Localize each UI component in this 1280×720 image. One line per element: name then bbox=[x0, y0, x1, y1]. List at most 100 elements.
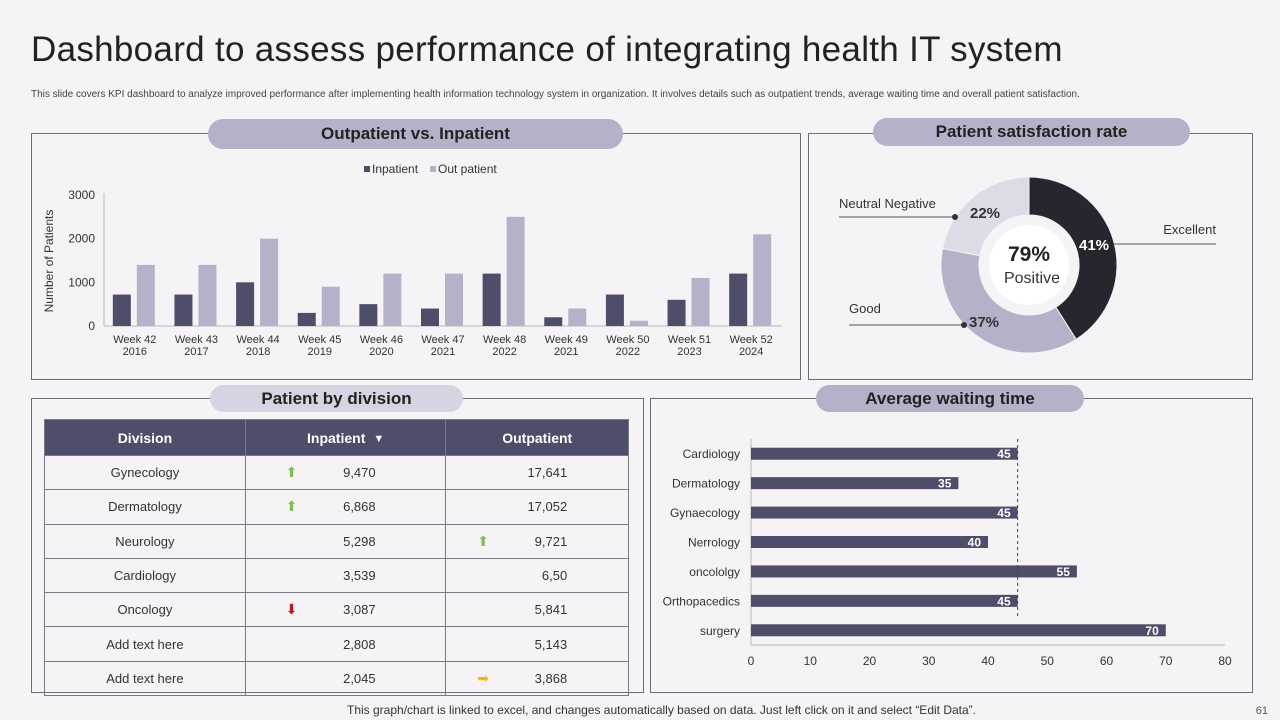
donut-center-value: 79% bbox=[1008, 243, 1050, 266]
inpatient-cell-wrap: 2,045 bbox=[316, 671, 376, 686]
inpatient-cell-wrap: 3,539 bbox=[316, 568, 376, 583]
outpatient-cell-value: 17,641 bbox=[527, 465, 568, 481]
hbar-category-label: Dermatology bbox=[672, 477, 740, 491]
division-table: Division Inpatient ▼ Outpatient Gynecolog… bbox=[44, 419, 629, 697]
donut-center bbox=[989, 225, 1069, 305]
bar-out-patient bbox=[506, 216, 525, 326]
x-tick-label-year: 2020 bbox=[369, 346, 393, 358]
waiting-panel-title: Average waiting time bbox=[816, 385, 1084, 412]
up-arrow-icon: ⬆ bbox=[285, 498, 298, 515]
hbar-gynaecology bbox=[751, 506, 1018, 519]
x-tick-label: Week 52 bbox=[730, 334, 773, 346]
x-tick-label-year: 2023 bbox=[677, 346, 701, 358]
hbar-category-label: Gynaecology bbox=[670, 506, 740, 520]
hbar-nerrology bbox=[751, 536, 988, 548]
hbar-cardiology bbox=[751, 447, 1018, 460]
chart-legend: Inpatient Out patient bbox=[364, 162, 497, 176]
inpatient-cell-wrap: 2,808 bbox=[316, 637, 376, 652]
hbar-value-label: 35 bbox=[938, 477, 952, 491]
bar-inpatient bbox=[236, 282, 255, 326]
hbar-category-label: surgery bbox=[700, 624, 740, 638]
satisfaction-donut-chart[interactable]: 79% Positive 41% 37% 22% Excellent Neutral Neg… bbox=[809, 148, 1250, 376]
table-row: Neurology 5,298 ⬆ 9,721 bbox=[44, 523, 629, 559]
outpatient-cell: 6,50 bbox=[445, 557, 629, 594]
legend-label-inpatient: Inpatient bbox=[372, 162, 419, 176]
table-row: Oncology ⬇ 3,087 5,841 bbox=[44, 592, 629, 628]
x-tick-label: 0 bbox=[748, 654, 755, 668]
donut-value-label-excellent: 41% bbox=[1079, 237, 1109, 254]
x-tick-label: Week 46 bbox=[360, 334, 403, 346]
x-tick-label: Week 50 bbox=[606, 334, 649, 346]
x-tick-label-year: 2024 bbox=[739, 346, 763, 358]
bar-out-patient bbox=[136, 264, 155, 326]
up-arrow-icon: ⬆ bbox=[477, 532, 489, 549]
x-tick-label-year: 2019 bbox=[307, 346, 331, 358]
hbar-value-label: 55 bbox=[1057, 565, 1071, 579]
x-tick-label: Week 47 bbox=[421, 334, 464, 346]
outpatient-cell: 5,841 bbox=[445, 592, 629, 628]
bar-inpatient bbox=[112, 294, 131, 326]
bar-out-patient bbox=[629, 320, 648, 326]
hbar-value-label: 45 bbox=[997, 506, 1011, 520]
outpatient-cell-wrap: ➡ 3,868 bbox=[477, 670, 567, 686]
table-row: Cardiology 3,539 6,50 bbox=[44, 557, 629, 594]
x-tick-label: Week 51 bbox=[668, 334, 711, 346]
outpatient-bar-chart[interactable]: Inpatient Out patient Number of Patients 0 1… bbox=[32, 134, 798, 378]
x-tick-label: Week 43 bbox=[175, 334, 218, 346]
donut-value-label-neutral-negative: 22% bbox=[970, 205, 1000, 222]
outpatient-cell: ⬆ 9,721 bbox=[445, 523, 629, 559]
inpatient-cell: ⬇ 3,087 bbox=[244, 592, 447, 628]
x-tick-label: Week 42 bbox=[113, 334, 156, 346]
outpatient-panel bbox=[31, 133, 801, 380]
table-row: Add text here 2,808 5,143 bbox=[44, 626, 629, 662]
callout-label-excellent: Excellent bbox=[1163, 222, 1216, 237]
outpatient-cell-value: 5,841 bbox=[534, 602, 568, 618]
bar-out-patient bbox=[568, 308, 587, 326]
x-tick-label: 10 bbox=[804, 654, 818, 668]
column-header-inpatient[interactable]: Inpatient ▼ bbox=[244, 419, 447, 456]
page-number: 61 bbox=[1255, 705, 1268, 717]
division-cell: Cardiology bbox=[44, 557, 246, 594]
hbar-category-label: Cardiology bbox=[683, 447, 740, 461]
outpatient-cell: 17,052 bbox=[445, 489, 629, 525]
hbar-value-label: 70 bbox=[1145, 624, 1159, 638]
x-tick-label: 60 bbox=[1100, 654, 1114, 668]
hbar-oncololgy bbox=[751, 565, 1077, 578]
bar-inpatient bbox=[297, 312, 316, 326]
bar-inpatient bbox=[174, 294, 193, 326]
inpatient-cell: 2,045 bbox=[244, 660, 447, 697]
page-subtitle: This slide covers KPI dashboard to analy… bbox=[31, 89, 1080, 100]
legend-swatch-out-patient bbox=[430, 166, 436, 172]
hbar-value-label: 40 bbox=[968, 536, 982, 550]
x-tick-label-year: 2022 bbox=[492, 346, 516, 358]
donut-slice-excellent bbox=[1028, 176, 1118, 340]
outpatient-cell-wrap: 5,841 bbox=[507, 602, 568, 618]
inpatient-cell-value: 3,087 bbox=[343, 602, 376, 618]
column-header-outpatient[interactable]: Outpatient bbox=[445, 419, 629, 456]
inpatient-cell-value: 5,298 bbox=[343, 533, 376, 549]
y-axis-title: Number of Patients bbox=[42, 210, 56, 313]
inpatient-cell-value: 3,539 bbox=[343, 568, 376, 584]
bar-inpatient bbox=[667, 299, 686, 326]
outpatient-cell-wrap: 6,50 bbox=[507, 568, 567, 583]
inpatient-cell-wrap: 5,298 bbox=[316, 534, 376, 549]
donut-value-label-good: 37% bbox=[969, 314, 999, 331]
inpatient-cell-wrap: ⬆ 6,868 bbox=[286, 498, 376, 515]
x-tick-label: 40 bbox=[981, 654, 995, 668]
x-tick-label-year: 2016 bbox=[123, 346, 147, 358]
outpatient-cell-wrap: 17,641 bbox=[507, 465, 567, 480]
y-tick-label: 3000 bbox=[68, 188, 95, 202]
inpatient-cell-value: 6,868 bbox=[343, 499, 376, 515]
bar-inpatient bbox=[482, 273, 501, 326]
x-tick-label: 30 bbox=[922, 654, 936, 668]
waiting-time-bar-chart[interactable]: 45 Cardiology 35 Dermatology 45 Gynaecology 40… bbox=[651, 413, 1250, 683]
x-tick-label: Week 44 bbox=[236, 334, 279, 346]
sort-down-icon[interactable]: ▼ bbox=[373, 432, 385, 445]
y-tick-label: 2000 bbox=[68, 232, 95, 246]
outpatient-cell: ➡ 3,868 bbox=[445, 660, 629, 697]
inpatient-cell-wrap: ⬇ 3,087 bbox=[286, 601, 376, 618]
x-tick-label: 20 bbox=[863, 654, 877, 668]
column-header-division[interactable]: Division bbox=[44, 419, 246, 456]
inpatient-cell-value: 2,045 bbox=[343, 670, 376, 686]
bar-inpatient bbox=[729, 273, 748, 326]
